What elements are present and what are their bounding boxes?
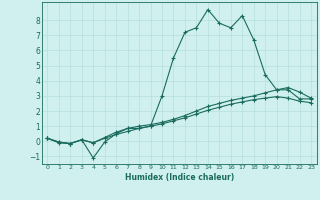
X-axis label: Humidex (Indice chaleur): Humidex (Indice chaleur) <box>124 173 234 182</box>
